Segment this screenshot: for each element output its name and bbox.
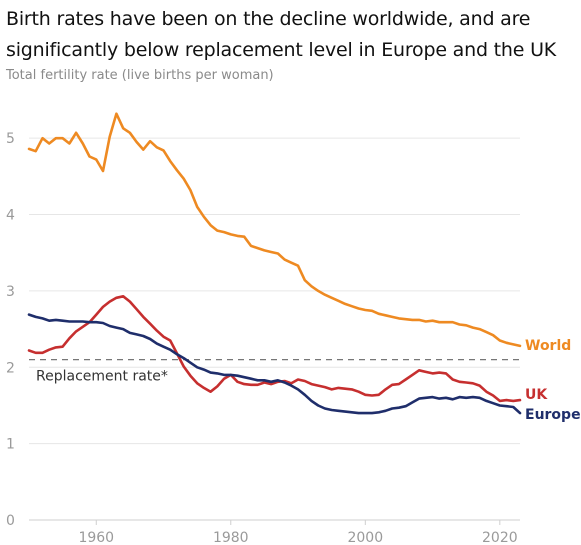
y-tick-label: 2 [6, 360, 15, 376]
series-line-uk [27, 294, 522, 403]
series-labels: World UK Europe [525, 338, 581, 423]
x-tick-label: 1980 [213, 530, 249, 545]
series-label-europe: Europe [525, 407, 581, 423]
y-tick-label: 5 [6, 131, 15, 147]
y-tick-label: 3 [6, 284, 15, 300]
series-line-europe [27, 313, 522, 415]
y-tick-label: 0 [6, 513, 15, 529]
series-lines [27, 112, 522, 415]
chart-title: Birth rates have been on the decline wor… [6, 8, 557, 61]
series-label-world: World [525, 338, 571, 354]
x-tick-label: 2000 [347, 530, 383, 545]
chart-subtitle: Total fertility rate (live births per wo… [6, 68, 274, 83]
replacement-rate-line: Replacement rate* [29, 359, 520, 385]
grid-lines [29, 137, 520, 445]
replacement-rate-label: Replacement rate* [36, 369, 168, 385]
x-tick-label: 2020 [482, 530, 518, 545]
series-label-uk: UK [525, 387, 548, 403]
series-line-world [27, 112, 522, 348]
y-tick-label: 4 [6, 208, 15, 224]
axis: 0 1 2 3 4 5 1960 1980 2000 2020 [6, 131, 520, 545]
x-tick-label: 1960 [78, 530, 114, 545]
y-tick-label: 1 [6, 437, 15, 453]
